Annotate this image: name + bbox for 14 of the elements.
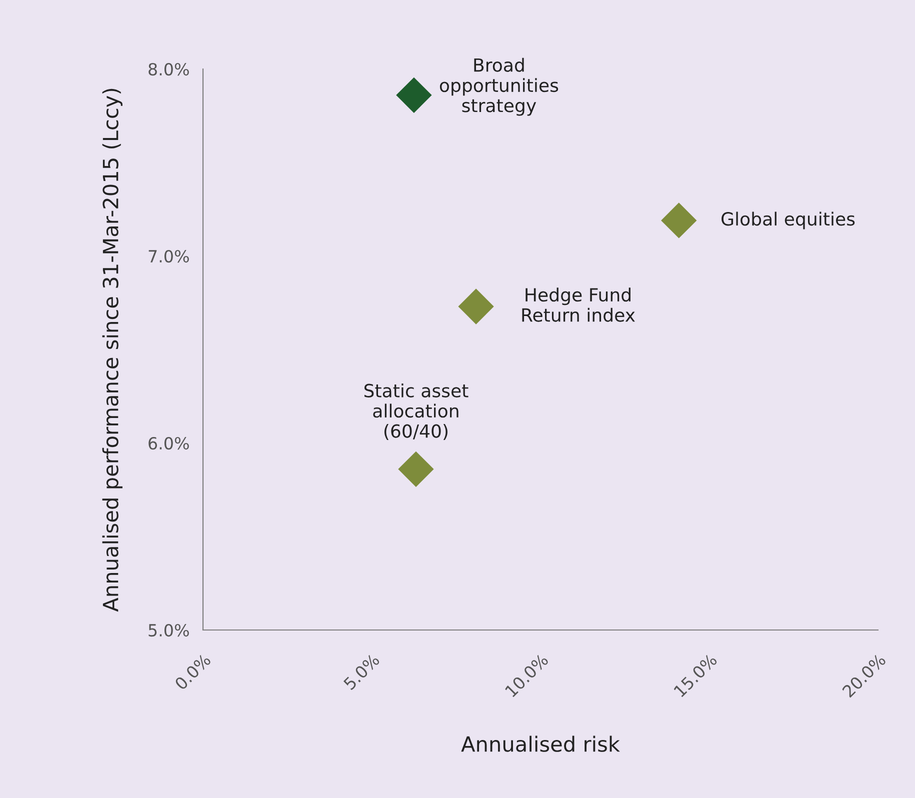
x-axis-title: Annualised risk <box>461 736 620 752</box>
y-tick-label: 5.0% <box>148 624 189 637</box>
point <box>458 288 494 324</box>
point <box>661 202 697 238</box>
annotation: Static asset allocation (60/40) <box>364 383 468 440</box>
y-axis-title: Annualised performance since 31-Mar-2015 (Lccy) <box>102 88 122 612</box>
y-tick-label: 8.0% <box>148 62 189 76</box>
y-tick-label: 7.0% <box>148 250 189 263</box>
y-tick-label: 6.0% <box>148 436 189 450</box>
point <box>396 77 432 114</box>
point <box>398 451 434 488</box>
annotation: Hedge Fund Return index <box>522 288 635 322</box>
annotation: Broad opportunities strategy <box>440 58 558 116</box>
annotation: Global equities <box>722 212 855 230</box>
